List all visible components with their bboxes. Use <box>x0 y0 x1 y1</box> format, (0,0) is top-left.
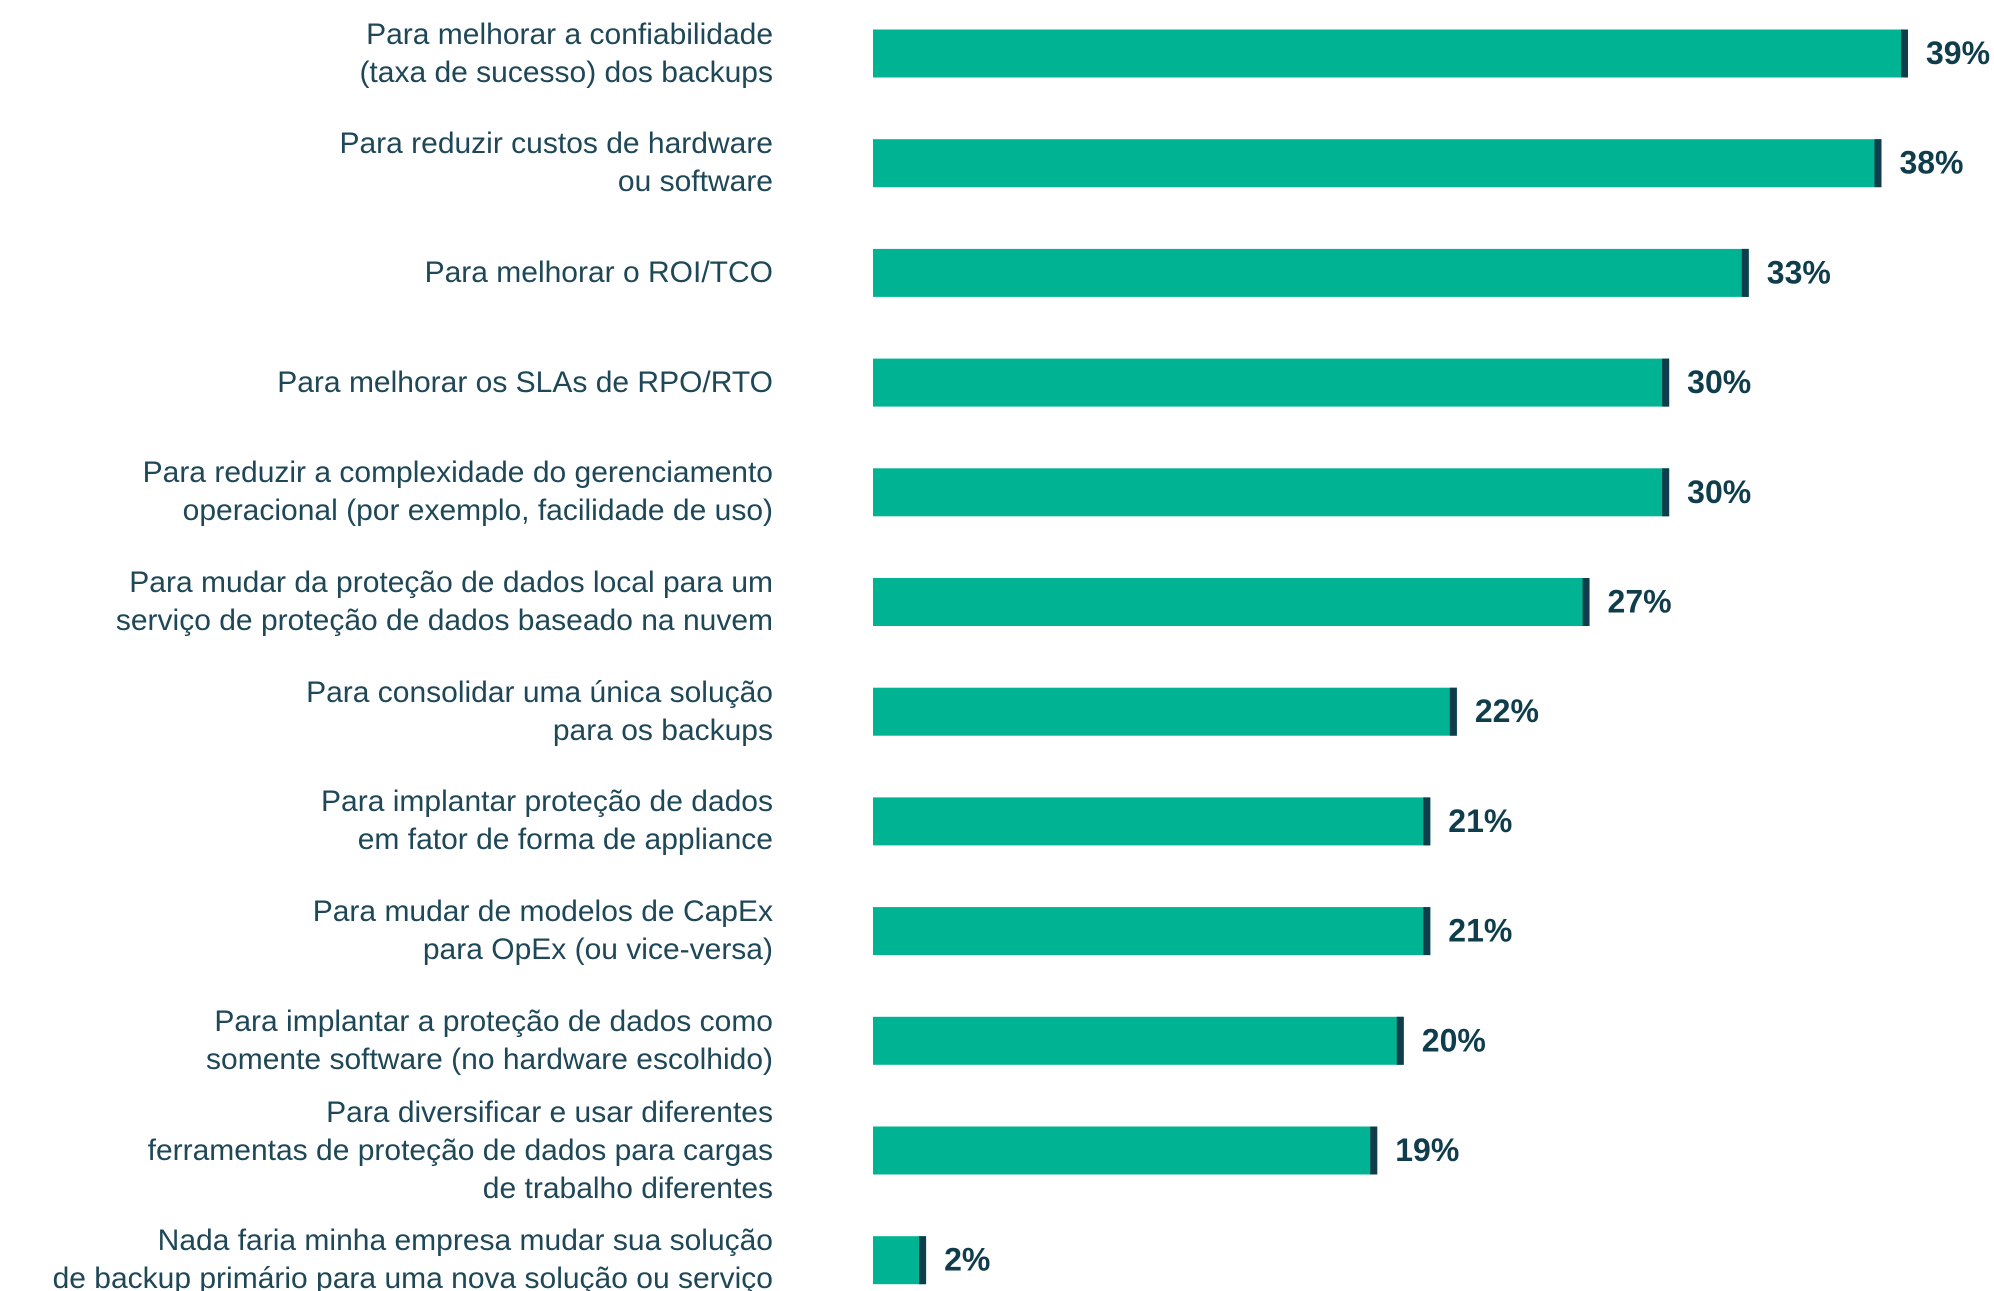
category-label: Para consolidar uma única solução para o… <box>306 675 773 747</box>
bar <box>873 468 1670 517</box>
value-label: 21% <box>1448 803 1512 839</box>
bar <box>873 248 1749 297</box>
value-label: 22% <box>1475 693 1539 729</box>
bar-cap <box>1741 248 1749 297</box>
bar-cap <box>1370 1126 1378 1175</box>
value-label: 30% <box>1687 474 1751 510</box>
value-label: 38% <box>1899 145 1963 181</box>
bar-cap <box>1582 578 1590 626</box>
value-label: 20% <box>1422 1022 1486 1058</box>
category-label: Para implantar a proteção de dados como … <box>206 1004 773 1076</box>
bar-cap <box>1423 797 1431 846</box>
bar-cap <box>1423 907 1431 956</box>
category-label: Nada faria minha empresa mudar sua soluç… <box>52 1224 773 1291</box>
category-label: Para reduzir custos de hardware ou softw… <box>339 127 773 199</box>
category-label: Para melhorar a confiabilidade (taxa de … <box>359 17 773 89</box>
bar <box>873 358 1670 407</box>
bar-cap <box>1662 468 1670 517</box>
bar-cap <box>1662 358 1670 407</box>
value-label: 30% <box>1687 364 1751 400</box>
category-label: Para melhorar os SLAs de RPO/RTO <box>277 365 773 399</box>
bar <box>873 1126 1378 1175</box>
category-label: Para reduzir a complexidade do gerenciam… <box>142 456 773 528</box>
bar-cap <box>1874 139 1882 188</box>
value-label: 21% <box>1448 913 1512 949</box>
value-label: 33% <box>1767 254 1831 290</box>
bar <box>873 578 1590 626</box>
bar <box>873 1236 927 1285</box>
category-label: Para diversificar e usar diferentes ferr… <box>147 1095 773 1205</box>
value-label: 19% <box>1395 1132 1459 1168</box>
category-label: Para implantar proteção de dados em fato… <box>321 785 773 857</box>
category-label: Para mudar da proteção de dados local pa… <box>115 566 773 637</box>
bar-cap <box>1396 1016 1404 1065</box>
bar-cap <box>919 1236 927 1285</box>
value-label: 39% <box>1926 35 1990 71</box>
bar <box>873 907 1431 956</box>
bar <box>873 797 1431 846</box>
bar <box>873 139 1882 188</box>
bar-cap <box>1901 29 1908 78</box>
bar <box>873 687 1457 736</box>
value-label: 27% <box>1608 583 1672 619</box>
category-label: Para mudar de modelos de CapEx para OpEx… <box>312 895 773 967</box>
bar <box>873 29 1908 78</box>
value-label: 2% <box>944 1242 990 1278</box>
bar <box>873 1016 1404 1065</box>
category-label: Para melhorar o ROI/TCO <box>424 255 773 289</box>
bar-cap <box>1449 687 1457 736</box>
